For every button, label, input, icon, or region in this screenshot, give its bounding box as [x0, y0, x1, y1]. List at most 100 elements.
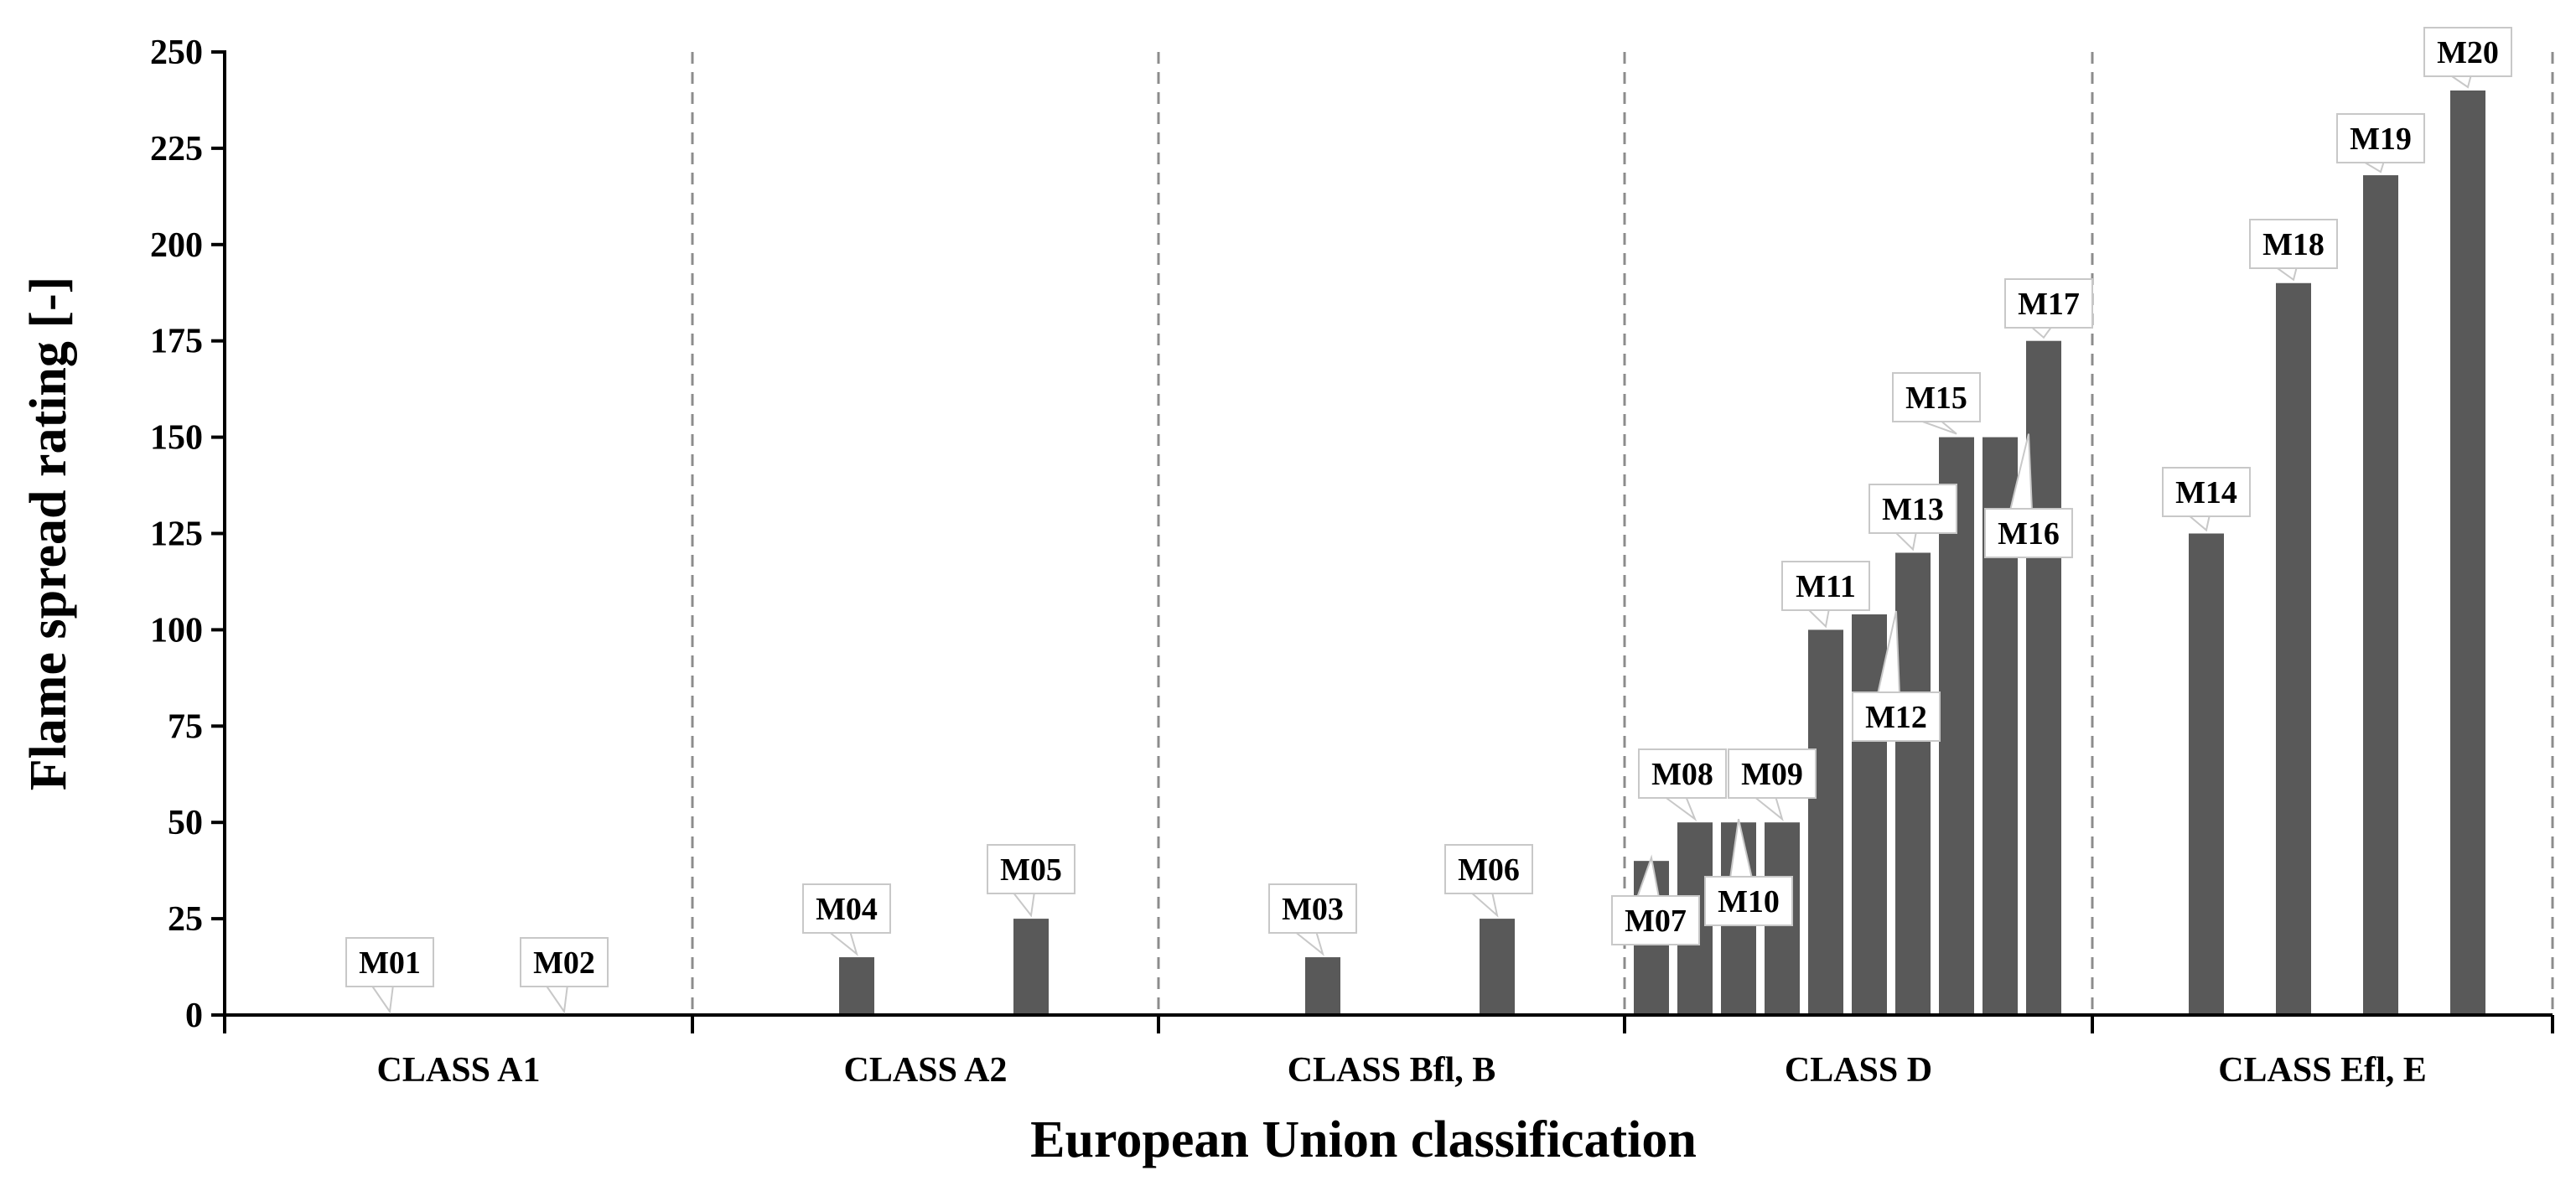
bar-label: M15 — [1905, 381, 1967, 416]
callout-pointer — [1892, 531, 1918, 552]
x-category-label: CLASS Bfl, B — [1288, 1051, 1496, 1090]
bar-label: M06 — [1458, 852, 1520, 888]
callout-m10: M10 — [1704, 818, 1793, 926]
callout-m05: M05 — [987, 844, 1075, 918]
callout-box — [1444, 844, 1533, 894]
callout-box — [2249, 219, 2338, 269]
callout-box — [1268, 883, 1357, 934]
callout-m09: M09 — [1728, 748, 1817, 821]
bar-label: M18 — [2262, 227, 2325, 262]
callout-box — [2423, 27, 2512, 77]
x-category-label: CLASS Efl, E — [2218, 1051, 2427, 1090]
callout-m20: M20 — [2423, 27, 2512, 89]
bar-label: M05 — [1000, 852, 1062, 888]
callout-m17: M17 — [2004, 278, 2093, 339]
bar-label: M12 — [1865, 700, 1927, 735]
callout-pointer — [544, 984, 569, 1014]
callout-m07: M07 — [1611, 854, 1700, 945]
y-tick-label: 250 — [150, 34, 203, 72]
bar-label: M20 — [2437, 35, 2499, 70]
callout-box — [2162, 467, 2251, 517]
class-dividers — [691, 52, 2554, 1033]
callout-box — [1852, 691, 1941, 742]
callout-m01: M01 — [345, 937, 434, 1014]
y-tick-label: 150 — [150, 419, 203, 458]
callout-box — [1984, 508, 2073, 558]
callout-m19: M19 — [2336, 113, 2425, 173]
x-category-label: CLASS D — [1785, 1051, 1932, 1090]
callout-m13: M13 — [1869, 484, 1957, 552]
bar-callout-labels: M01 M02 M04 M05 M03 M06 M07 M08 M10 M09 M11 M12 M13 M… — [345, 27, 2512, 1014]
callout-m06: M06 — [1444, 844, 1533, 918]
callout-m02: M02 — [520, 937, 609, 1014]
callout-pointer — [1010, 891, 1036, 918]
bar-m20 — [2450, 90, 2485, 1016]
y-tick-label: 25 — [168, 900, 203, 939]
y-tick-label: 125 — [150, 515, 203, 554]
bar-label: M01 — [359, 945, 421, 981]
callout-box — [345, 937, 434, 987]
callout-box — [1638, 748, 1727, 799]
callout-box — [1728, 748, 1817, 799]
callout-box — [1781, 561, 1870, 611]
y-tick-label: 175 — [150, 323, 203, 361]
callout-m04: M04 — [802, 883, 891, 956]
x-axis-title: European Union classification — [1030, 1111, 1697, 1168]
bar-label: M11 — [1796, 569, 1856, 604]
callout-pointer — [1661, 795, 1697, 822]
bar-label: M13 — [1882, 492, 1944, 527]
callout-pointer — [826, 930, 858, 956]
bar-m13 — [1895, 552, 1931, 1015]
callout-box — [2336, 113, 2425, 163]
callout-pointer — [1751, 795, 1784, 821]
callout-pointer — [1468, 891, 1499, 918]
callout-box — [1611, 895, 1700, 945]
bar-m03 — [1305, 957, 1340, 1015]
bar-label: M10 — [1718, 884, 1780, 919]
bar-m04 — [839, 957, 874, 1015]
callout-box — [520, 937, 609, 987]
callout-m18: M18 — [2249, 219, 2338, 282]
callout-box — [802, 883, 891, 934]
bar-series — [839, 90, 2485, 1016]
bar-m19 — [2363, 175, 2398, 1015]
y-tick-label: 100 — [150, 611, 203, 650]
bar-label: M07 — [1625, 904, 1687, 939]
bar-label: M03 — [1282, 892, 1344, 927]
callout-pointer — [370, 984, 395, 1014]
callout-m03: M03 — [1268, 883, 1357, 956]
bar-label: M14 — [2175, 475, 2237, 510]
x-axis-categories: CLASS A1 CLASS A2 CLASS Bfl, B CLASS D CLASS… — [377, 1051, 2427, 1090]
callout-box — [1892, 372, 1981, 422]
y-tick-label: 225 — [150, 130, 203, 168]
x-category-label: CLASS A2 — [844, 1051, 1008, 1090]
bar-label: M16 — [1998, 516, 2060, 552]
x-category-label: CLASS A1 — [377, 1051, 541, 1090]
callout-box — [987, 844, 1075, 894]
bar-label: M19 — [2350, 122, 2412, 157]
callout-pointer — [1805, 608, 1831, 629]
axes — [223, 50, 2553, 1033]
callout-m15: M15 — [1892, 372, 1981, 435]
callout-m11: M11 — [1781, 561, 1870, 629]
callout-box — [1869, 484, 1957, 534]
bar-m17 — [2026, 340, 2061, 1015]
bar-label: M08 — [1651, 757, 1713, 792]
bar-label: M04 — [816, 892, 878, 927]
y-axis-ticks: 0 25 50 75 100 125 150 175 200 225 250 — [150, 34, 225, 1035]
bar-label: M17 — [2018, 287, 2080, 322]
callout-m08: M08 — [1638, 748, 1727, 822]
y-tick-label: 50 — [168, 804, 203, 842]
y-tick-label: 75 — [168, 707, 203, 746]
callout-box — [2004, 278, 2093, 329]
bar-m11 — [1808, 629, 1843, 1015]
callout-pointer — [1292, 930, 1324, 956]
callout-m12: M12 — [1852, 610, 1941, 742]
bar-label: M09 — [1741, 757, 1803, 792]
callout-m16: M16 — [1984, 433, 2073, 558]
bar-m06 — [1480, 919, 1515, 1015]
y-axis-title: Flame spread rating [-] — [20, 277, 77, 791]
bar-m14 — [2189, 533, 2224, 1015]
y-tick-label: 200 — [150, 226, 203, 265]
